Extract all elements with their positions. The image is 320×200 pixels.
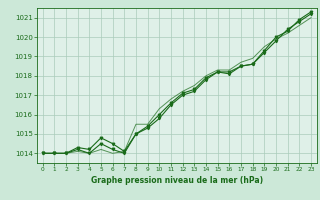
X-axis label: Graphe pression niveau de la mer (hPa): Graphe pression niveau de la mer (hPa) xyxy=(91,176,263,185)
